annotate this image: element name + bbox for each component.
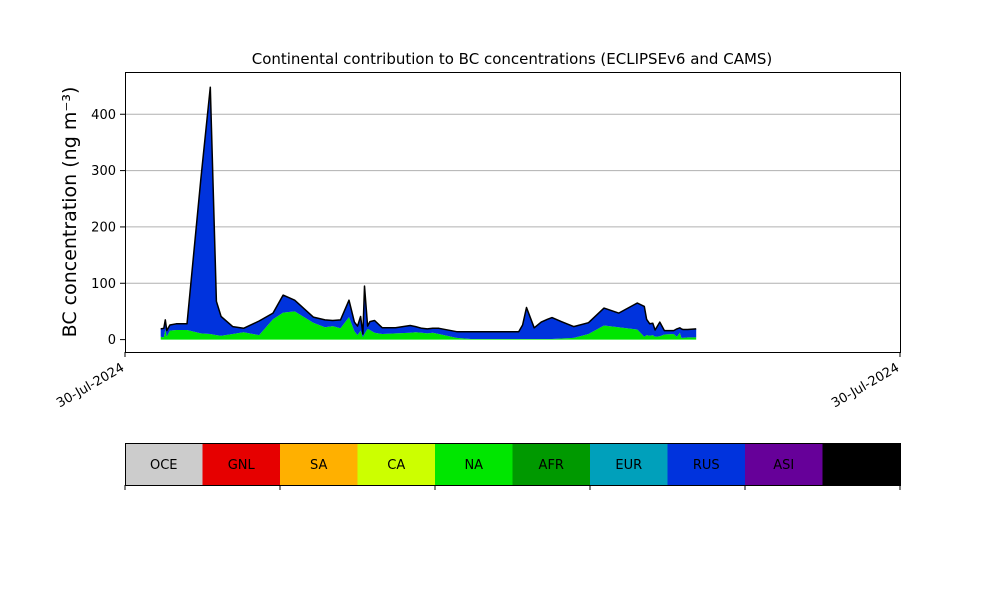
legend-label: GNL xyxy=(228,458,256,473)
legend-label: CA xyxy=(387,458,405,473)
series-area-rus xyxy=(160,87,697,339)
legend-swatch xyxy=(667,443,745,485)
y-axis: 0 100 200 300 400 xyxy=(91,108,125,348)
legend-label: OCE xyxy=(150,458,178,473)
legend-label: NA xyxy=(464,458,483,473)
stacked-areas xyxy=(160,86,697,340)
legend-swatch xyxy=(512,443,590,485)
legend-swatch xyxy=(822,443,900,485)
legend-swatch xyxy=(357,443,435,485)
legend: OCE GNL SA CA NA AFR EUR RUS ASI AUS xyxy=(124,443,901,490)
total-line xyxy=(160,86,697,335)
legend-swatch xyxy=(590,443,668,485)
legend-label: EUR xyxy=(615,458,642,473)
x-axis: 30-Jul-2024 30-Jul-2024 xyxy=(54,352,902,411)
plot-frame xyxy=(125,72,901,353)
grid-lines xyxy=(125,113,900,284)
y-tick-label: 400 xyxy=(91,108,116,123)
legend-label: AUS xyxy=(848,458,875,473)
x-tick-label: 30-Jul-2024 xyxy=(54,360,127,411)
legend-label: RUS xyxy=(693,458,720,473)
legend-swatch xyxy=(435,443,513,485)
y-tick-label: 0 xyxy=(108,333,116,348)
y-tick-label: 100 xyxy=(91,277,116,292)
y-tick-label: 300 xyxy=(91,164,116,179)
legend-frame xyxy=(125,443,901,486)
legend-label: SA xyxy=(310,458,327,473)
legend-swatch xyxy=(280,443,358,485)
legend-swatch xyxy=(202,443,280,485)
chart-title: Continental contribution to BC concentra… xyxy=(252,50,773,68)
legend-label: ASI xyxy=(773,458,794,473)
y-tick-label: 200 xyxy=(91,220,116,235)
x-tick-label: 30-Jul-2024 xyxy=(829,360,902,411)
legend-swatch xyxy=(745,443,823,485)
y-axis-label: BC concentration (ng m⁻³) xyxy=(59,87,81,338)
series-area-na xyxy=(160,311,697,340)
legend-label: AFR xyxy=(539,458,564,473)
legend-swatch xyxy=(125,443,203,485)
